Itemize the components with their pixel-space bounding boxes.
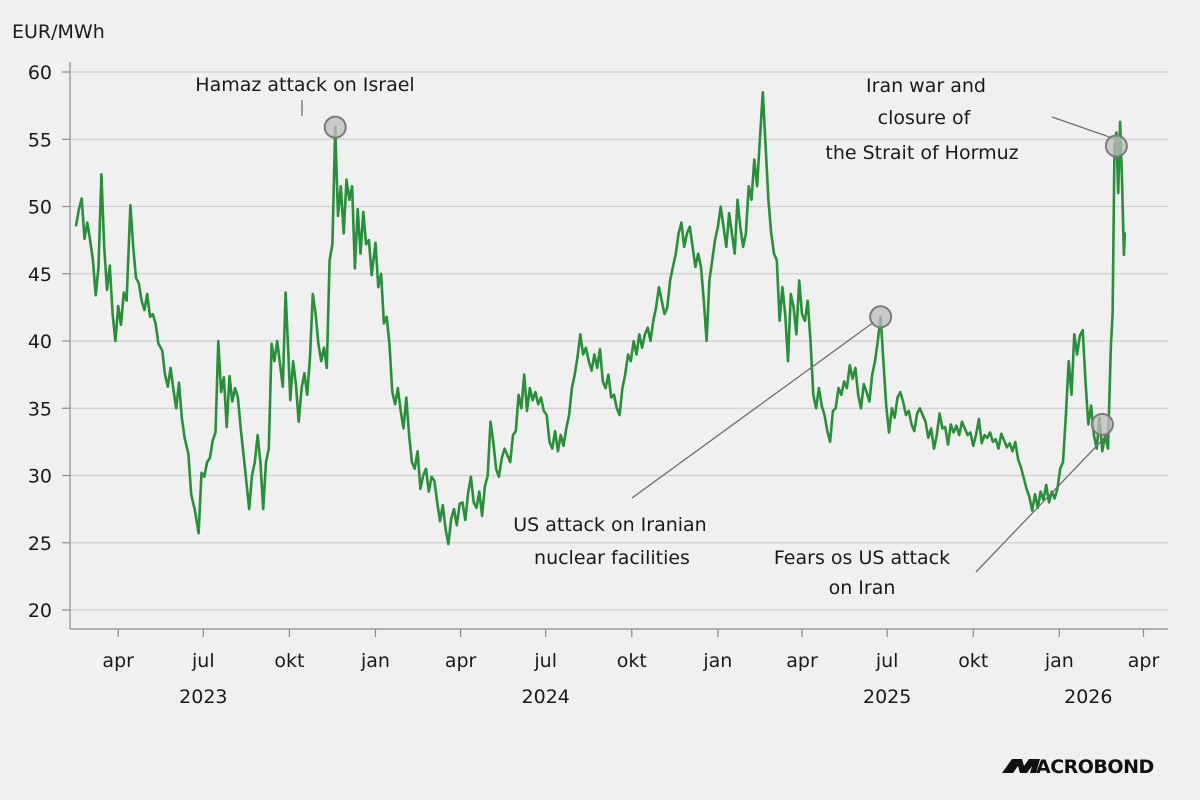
x-tick-label-11: jan: [1044, 650, 1074, 672]
annotation-us-attack-line-2: nuclear facilities: [534, 547, 690, 569]
annotation-fears-line-2: on Iran: [829, 577, 896, 599]
macrobond-logo: ACROBOND: [1002, 756, 1154, 778]
annotation-iran-war-line-3: the Strait of Hormuz: [825, 142, 1018, 164]
annotation-markers: [323, 115, 1128, 436]
year-label-2024: 2024: [522, 686, 570, 708]
annotation-iran-war-line-1: Iran war and: [866, 75, 986, 97]
series-line-0: [74, 90, 1127, 546]
y-tick-label-45: 45: [28, 264, 52, 286]
x-tick-label-2: okt: [274, 650, 304, 672]
x-axis-ticks: apr jul okt jan apr jul okt jan apr jul okt jan apr: [102, 629, 1159, 672]
x-tick-label-6: okt: [617, 650, 647, 672]
y-tick-label-60: 60: [28, 62, 52, 84]
year-label-2023: 2023: [179, 686, 227, 708]
x-tick-label-5: jul: [533, 650, 557, 672]
annotation-texts: Hamaz attack on Israel US attack on Iran…: [195, 74, 1018, 599]
y-tick-label-30: 30: [28, 466, 52, 488]
annotation-fears-line-1: Fears os US attack: [774, 547, 950, 569]
annotation-hamaz-line-1: Hamaz attack on Israel: [195, 74, 414, 96]
x-tick-label-8: apr: [786, 650, 818, 672]
x-tick-label-9: jul: [875, 650, 899, 672]
x-tick-label-1: jul: [191, 650, 215, 672]
annotation-iran-war-line-2: closure of: [878, 107, 972, 129]
x-axis-year-labels: 2023 2024 2025 2026: [179, 686, 1112, 708]
leader-iran-war: [1051, 116, 1119, 141]
x-tick-label-0: apr: [102, 650, 134, 672]
leader-fears: [975, 431, 1111, 573]
annotation-marker-us-attack: [869, 305, 893, 329]
y-tick-label-25: 25: [28, 533, 52, 555]
y-tick-label-35: 35: [28, 398, 52, 420]
year-label-2026: 2026: [1064, 686, 1112, 708]
annotation-marker-hamaz: [323, 115, 347, 139]
series-layer: [74, 90, 1127, 546]
x-tick-label-4: apr: [445, 650, 477, 672]
macrobond-logo-mark-icon: [1002, 759, 1040, 773]
y-tick-label-50: 50: [28, 197, 52, 219]
y-tick-label-40: 40: [28, 331, 52, 353]
x-tick-label-10: okt: [958, 650, 988, 672]
annotation-marker-fears: [1090, 412, 1114, 436]
leader-us-attack: [631, 321, 875, 499]
y-tick-label-55: 55: [28, 129, 52, 151]
y-tick-label-20: 20: [28, 600, 52, 622]
y-axis-ticks: 20 25 30 35 40 45 50 55 60: [28, 62, 70, 622]
annotation-us-attack-line-1: US attack on Iranian: [513, 514, 706, 536]
x-tick-label-3: jan: [360, 650, 390, 672]
macrobond-logo-text: ACROBOND: [1036, 756, 1154, 778]
annotation-marker-iran-war: [1104, 134, 1128, 158]
x-tick-label-7: jan: [702, 650, 732, 672]
x-tick-label-12: apr: [1128, 650, 1160, 672]
annotation-leaders: [301, 100, 1119, 573]
year-label-2025: 2025: [863, 686, 911, 708]
y-axis-unit-label: EUR/MWh: [12, 21, 105, 43]
